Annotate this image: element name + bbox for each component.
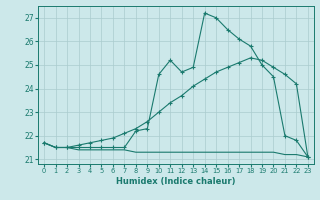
X-axis label: Humidex (Indice chaleur): Humidex (Indice chaleur) <box>116 177 236 186</box>
